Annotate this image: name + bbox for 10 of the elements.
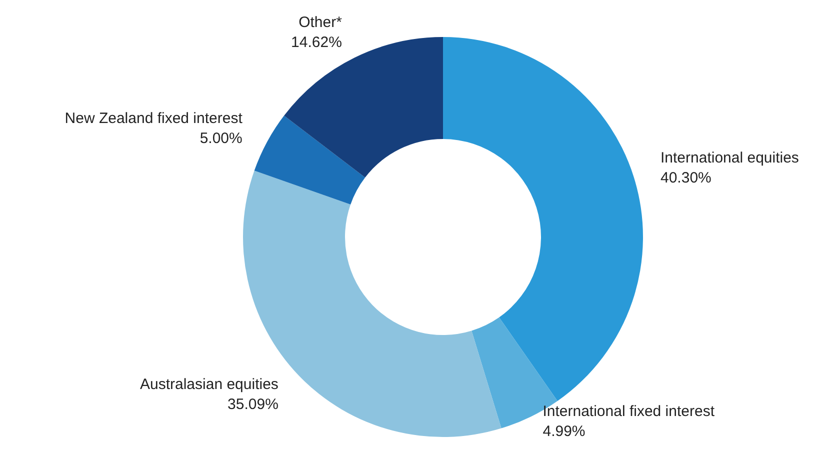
data-label: 14.62%: [291, 34, 342, 51]
slice-label: International fixed interest: [542, 403, 716, 420]
data-label: 35.09%: [228, 396, 278, 413]
data-label: 4.99%: [542, 423, 586, 440]
slice-label: International equities: [660, 150, 799, 167]
slice-label: Australasian equities: [140, 376, 278, 393]
data-label: 5.00%: [200, 130, 242, 147]
slice-label: New Zealand fixed interest: [64, 110, 244, 127]
data-label: 40.30%: [660, 170, 712, 187]
slice-label: Other*: [298, 14, 342, 31]
